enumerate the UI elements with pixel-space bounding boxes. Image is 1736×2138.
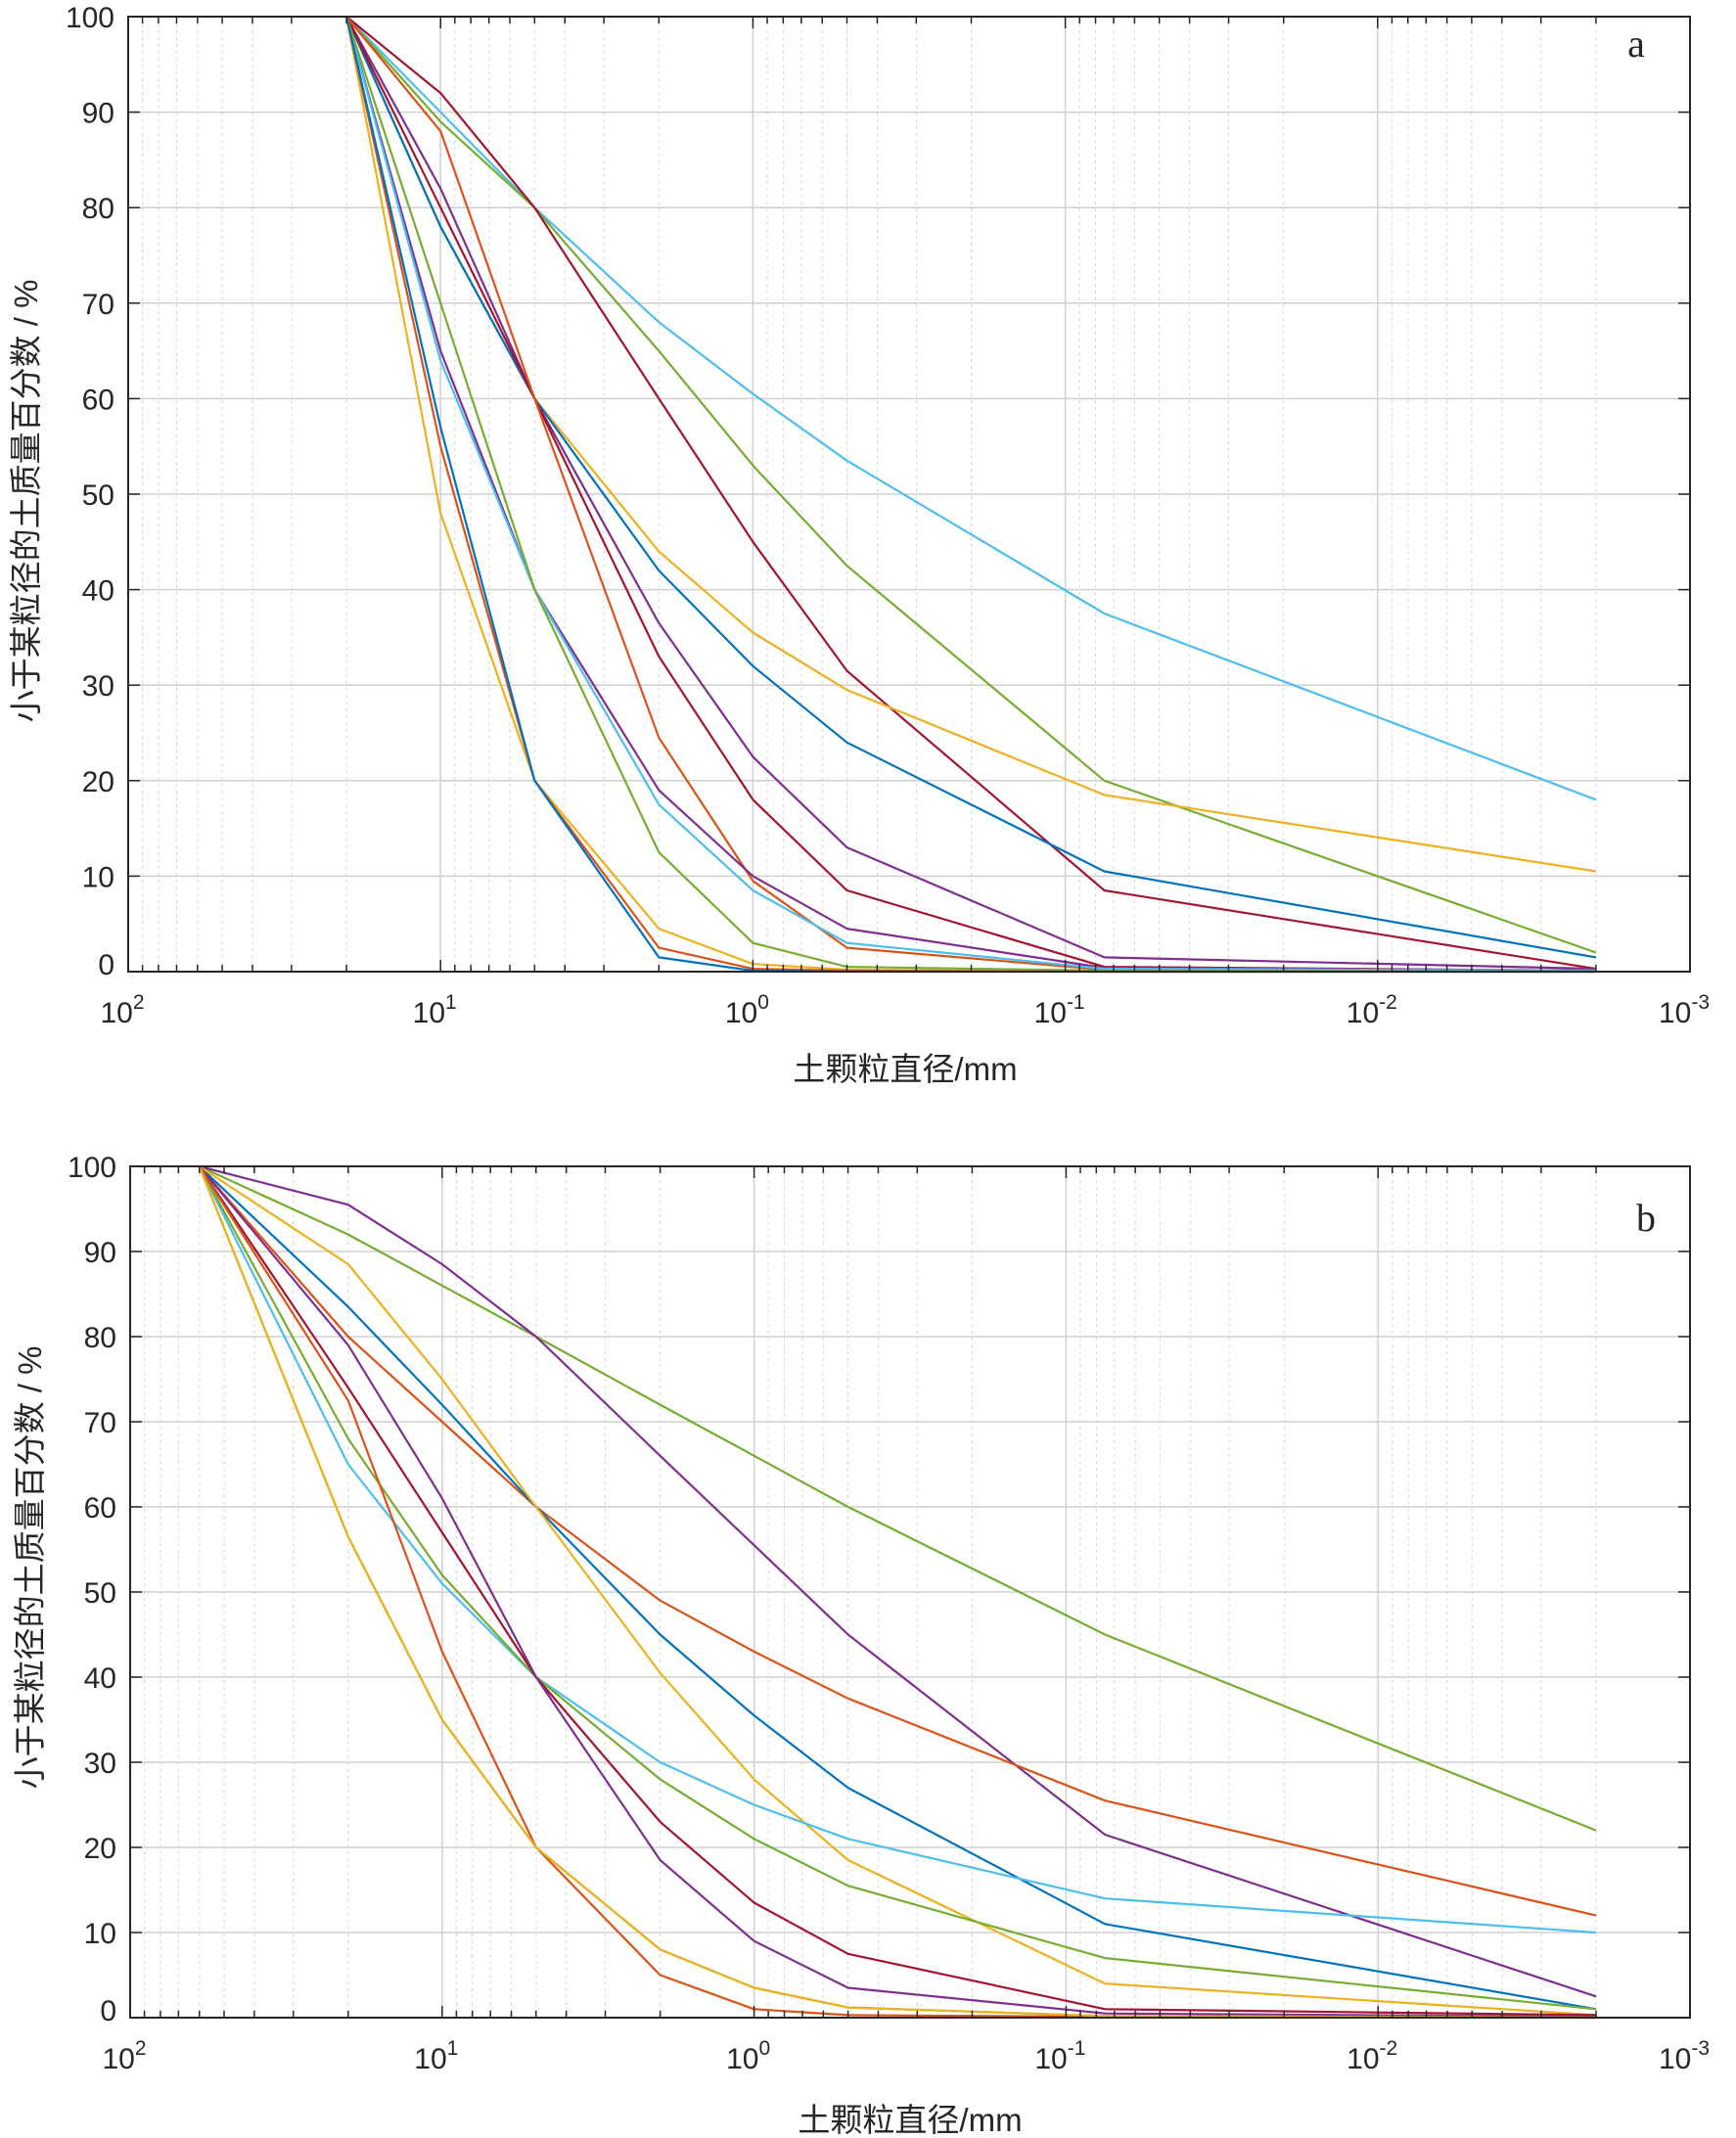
x-tick-label: 101 bbox=[414, 2037, 458, 2075]
series-line-5 bbox=[199, 1165, 1597, 2017]
series-group bbox=[198, 1164, 1597, 2020]
series-line-1 bbox=[345, 16, 1597, 801]
x-tick-exponent: -1 bbox=[1067, 991, 1085, 1014]
series-line-6 bbox=[345, 16, 1596, 971]
y-tick-label: 70 bbox=[84, 1407, 116, 1439]
x-tick-exponent: 0 bbox=[757, 991, 769, 1014]
y-tick-label: 20 bbox=[82, 766, 114, 798]
y-tick-label: 60 bbox=[82, 384, 114, 416]
x-axis-title-a: 土颗粒直径/mm bbox=[793, 1051, 1017, 1087]
tick-marks bbox=[130, 1165, 1691, 2019]
x-tick-base: 10 bbox=[414, 2043, 446, 2075]
x-tick-base: 10 bbox=[102, 2043, 134, 2075]
panel-label-a: a bbox=[1627, 22, 1645, 66]
x-tick-base: 10 bbox=[725, 997, 757, 1029]
series-line-10 bbox=[345, 16, 1596, 973]
x-tick-label: 100 bbox=[725, 991, 769, 1029]
y-axis-title-b: 小于某粒径的土质量百分数 / % bbox=[12, 1346, 48, 1790]
x-tick-exponent: -2 bbox=[1380, 2037, 1398, 2060]
series-line-8 bbox=[198, 1165, 1597, 2017]
x-tick-base: 10 bbox=[1659, 997, 1691, 1029]
x-tick-exponent: 2 bbox=[135, 2037, 147, 2060]
x-tick-base: 10 bbox=[413, 997, 445, 1029]
y-tick-label: 40 bbox=[82, 575, 114, 608]
y-tick-label: 80 bbox=[82, 193, 114, 225]
x-tick-label: 10-2 bbox=[1347, 991, 1397, 1029]
series-line-3 bbox=[198, 1165, 1597, 1917]
x-tick-label: 102 bbox=[100, 991, 144, 1029]
x-tick-base: 10 bbox=[1347, 997, 1379, 1029]
x-tick-base: 10 bbox=[1034, 2043, 1067, 2075]
x-tick-base: 10 bbox=[1347, 2043, 1379, 2075]
y-tick-label: 50 bbox=[82, 479, 114, 512]
series-line-1 bbox=[199, 1164, 1597, 1832]
x-tick-base: 10 bbox=[1034, 997, 1067, 1029]
x-tick-label: 10-2 bbox=[1347, 2037, 1397, 2075]
x-tick-label: 101 bbox=[413, 991, 457, 1029]
series-line-9 bbox=[198, 1165, 1597, 2019]
y-tick-label: 80 bbox=[84, 1322, 116, 1354]
x-tick-exponent: -3 bbox=[1691, 2037, 1710, 2060]
x-tick-label: 102 bbox=[102, 2037, 146, 2075]
y-tick-label: 60 bbox=[84, 1492, 116, 1524]
y-tick-label: 30 bbox=[82, 670, 114, 703]
series-line-6 bbox=[198, 1165, 1597, 1934]
y-tick-label: 20 bbox=[84, 1833, 116, 1865]
y-tick-label: 50 bbox=[84, 1577, 116, 1610]
x-tick-label: 10-3 bbox=[1659, 2037, 1710, 2075]
x-tick-exponent: 2 bbox=[133, 991, 145, 1014]
series-line-5 bbox=[345, 16, 1597, 959]
series-line-12 bbox=[198, 1165, 1597, 2020]
series-line-3 bbox=[345, 16, 1597, 971]
series-line-7 bbox=[345, 16, 1596, 973]
series-line-9 bbox=[345, 16, 1596, 973]
x-tick-base: 10 bbox=[100, 997, 132, 1029]
series-group bbox=[345, 16, 1597, 974]
y-tick-label: 100 bbox=[68, 1152, 116, 1184]
x-tick-exponent: 0 bbox=[758, 2037, 770, 2060]
series-line-11 bbox=[345, 16, 1596, 974]
y-tick-label: 10 bbox=[84, 1918, 116, 1950]
x-tick-label: 10-3 bbox=[1659, 991, 1710, 1029]
series-line-2 bbox=[199, 1164, 1597, 1998]
y-tick-label: 0 bbox=[98, 949, 114, 981]
y-tick-label: 10 bbox=[82, 861, 114, 893]
y-tick-label: 30 bbox=[84, 1748, 116, 1780]
y-tick-label: 0 bbox=[100, 1995, 116, 2027]
x-tick-label: 10-1 bbox=[1034, 2037, 1085, 2075]
x-tick-exponent: 1 bbox=[447, 2037, 459, 2060]
x-tick-base: 10 bbox=[1659, 2043, 1691, 2075]
x-tick-exponent: -2 bbox=[1379, 991, 1397, 1014]
y-axis-title-a: 小于某粒径的土质量百分数 / % bbox=[8, 280, 44, 723]
panel-label-b: b bbox=[1636, 1196, 1656, 1240]
x-axis-title-b: 土颗粒直径/mm bbox=[798, 2102, 1022, 2138]
y-tick-label: 70 bbox=[82, 289, 114, 321]
x-tick-label: 100 bbox=[726, 2037, 770, 2075]
x-tick-base: 10 bbox=[726, 2043, 758, 2075]
x-tick-label: 10-1 bbox=[1034, 991, 1085, 1029]
x-tick-exponent: -1 bbox=[1068, 2037, 1086, 2060]
y-tick-label: 90 bbox=[84, 1237, 116, 1269]
y-tick-label: 90 bbox=[82, 98, 114, 130]
series-line-8 bbox=[345, 16, 1596, 973]
series-line-2 bbox=[345, 16, 1597, 954]
y-tick-label: 100 bbox=[66, 2, 114, 34]
tick-marks bbox=[128, 16, 1691, 973]
y-tick-label: 40 bbox=[84, 1662, 116, 1695]
x-tick-exponent: 1 bbox=[445, 991, 457, 1014]
x-tick-exponent: -3 bbox=[1691, 991, 1710, 1014]
series-line-10 bbox=[198, 1165, 1597, 2020]
